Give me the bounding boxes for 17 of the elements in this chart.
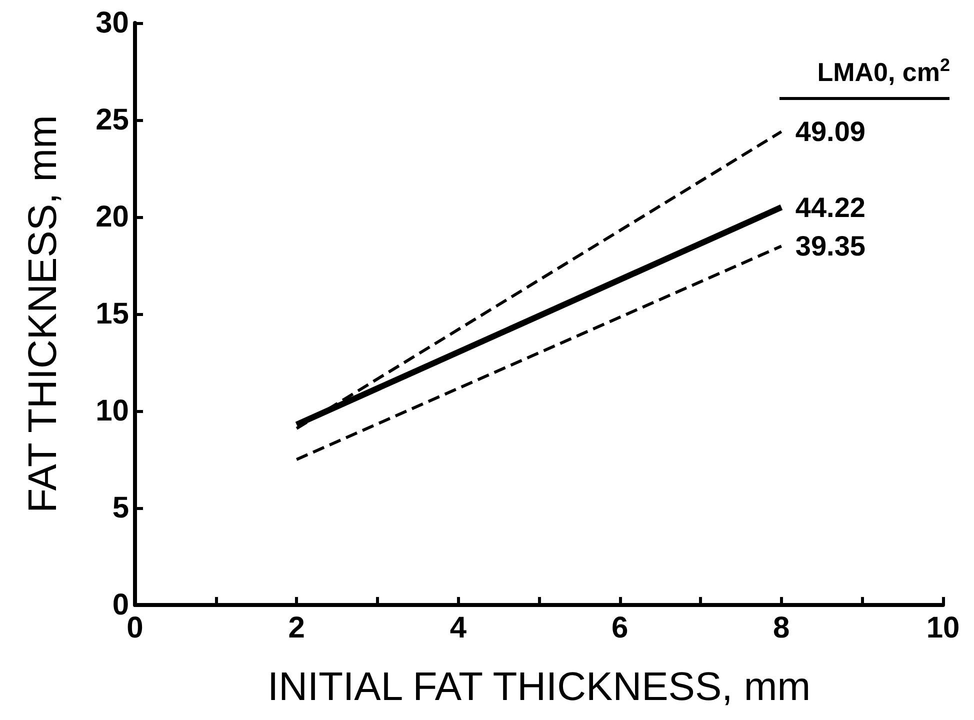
y-tick-label: 30: [96, 6, 129, 40]
y-tick-label: 5: [112, 492, 129, 524]
y-tick-label: 0: [112, 588, 129, 622]
x-tick-label: 10: [926, 612, 960, 644]
y-tick-label: 10: [96, 394, 129, 428]
x-tick-label: 8: [773, 612, 790, 644]
y-tick-label: 15: [96, 298, 129, 330]
y-axis-title: FAT THICKNESS, mm: [21, 115, 65, 513]
x-tick-label: 6: [611, 612, 628, 644]
x-tick-label: 4: [450, 612, 467, 644]
series-label: 39.35: [795, 230, 866, 262]
series-label: 44.22: [795, 192, 866, 223]
y-tick-label: 25: [96, 104, 129, 136]
y-tick-label: 20: [96, 200, 129, 234]
x-axis-title: INITIAL FAT THICKNESS, mm: [267, 665, 811, 709]
x-tick-label: 2: [288, 612, 305, 644]
series-label: 49.09: [795, 116, 866, 148]
